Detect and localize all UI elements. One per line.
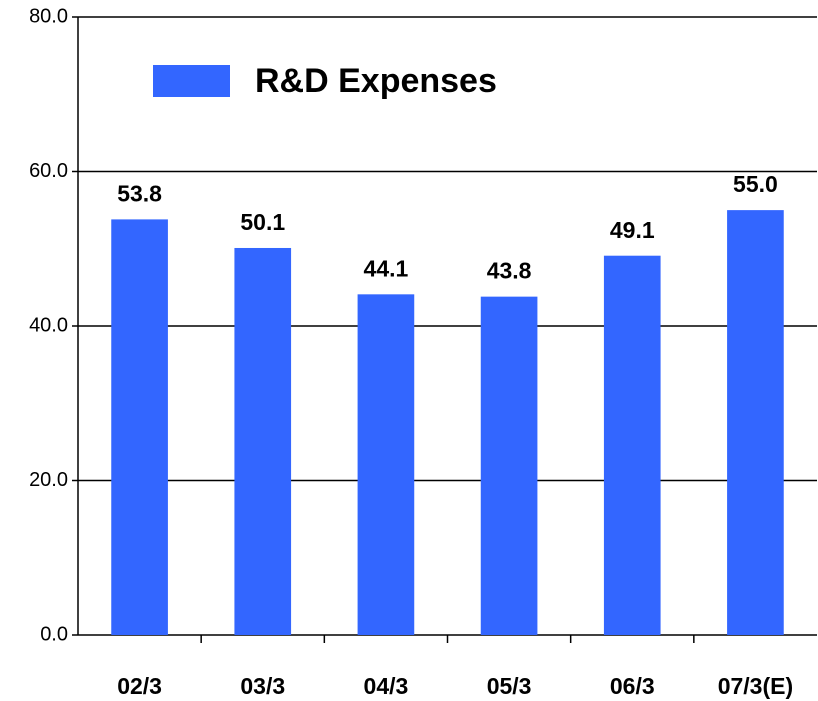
value-label: 53.8 bbox=[117, 180, 162, 206]
bar bbox=[603, 255, 661, 635]
bar bbox=[357, 294, 415, 635]
x-tick-label: 06/3 bbox=[610, 673, 655, 699]
y-tick-label: 0.0 bbox=[40, 623, 68, 645]
y-tick-label: 80.0 bbox=[29, 5, 68, 27]
bar bbox=[111, 219, 168, 635]
bar bbox=[234, 247, 292, 636]
y-tick-label: 40.0 bbox=[29, 314, 68, 336]
value-label: 55.0 bbox=[733, 171, 778, 197]
x-tick-label: 05/3 bbox=[487, 673, 532, 699]
value-label: 50.1 bbox=[240, 209, 285, 235]
legend-swatch bbox=[153, 65, 230, 97]
x-tick-label: 04/3 bbox=[364, 673, 409, 699]
value-label: 49.1 bbox=[610, 217, 655, 243]
x-tick-label: 03/3 bbox=[240, 673, 285, 699]
legend-label: R&D Expenses bbox=[255, 62, 497, 100]
value-label: 44.1 bbox=[364, 255, 409, 281]
value-label: 43.8 bbox=[487, 258, 532, 284]
bar bbox=[727, 210, 784, 635]
y-tick-label: 60.0 bbox=[29, 160, 68, 182]
x-tick-label: 07/3(E) bbox=[718, 673, 793, 699]
x-tick-label: 02/3 bbox=[117, 673, 162, 699]
y-tick-label: 20.0 bbox=[29, 469, 68, 491]
bar bbox=[480, 296, 538, 635]
